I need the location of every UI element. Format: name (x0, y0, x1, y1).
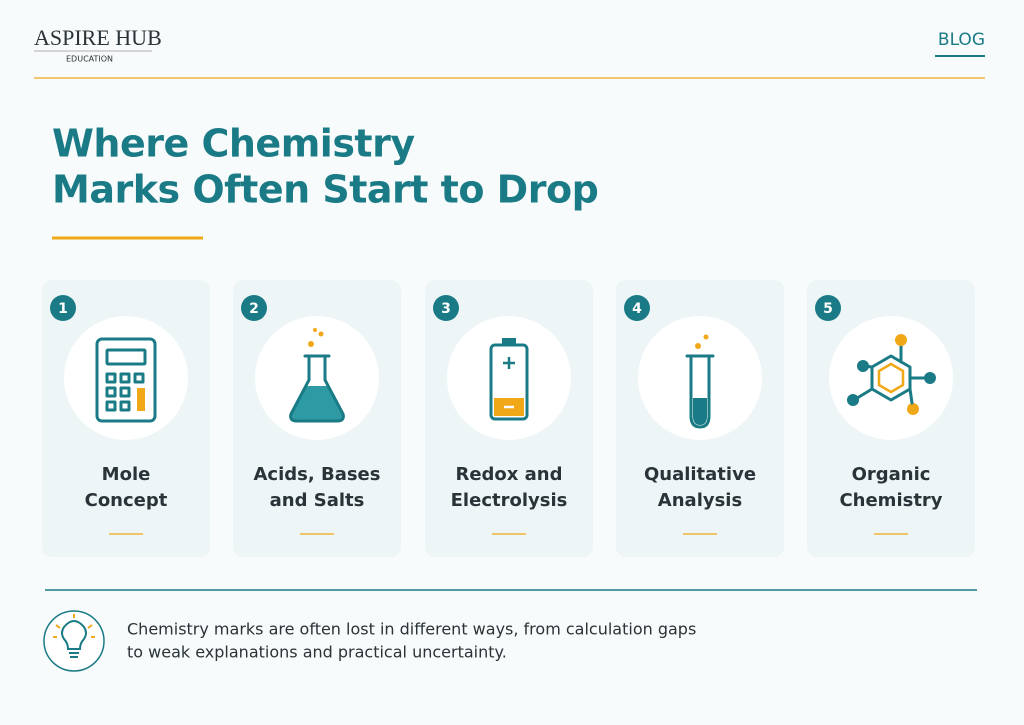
icon-circle (64, 316, 188, 440)
card-number: 2 (249, 301, 259, 317)
calculator-icon (95, 337, 157, 423)
number-badge (50, 295, 76, 321)
brand: ASPIRE HUB (34, 25, 162, 50)
number-badge (815, 295, 841, 321)
icon-circle (638, 316, 762, 440)
card-number: 4 (632, 301, 642, 317)
molecule-icon (847, 334, 936, 415)
card-label: Electrolysis (451, 490, 568, 511)
card-label: Acids, Bases (254, 464, 381, 485)
card-number: 5 (823, 301, 833, 317)
card-label: Redox and (455, 464, 562, 485)
card-label: Qualitative (644, 464, 756, 485)
title: Marks Often Start to Drop (52, 168, 598, 212)
card-number: 1 (58, 301, 68, 317)
card-label: Analysis (658, 490, 742, 511)
flask-icon (289, 328, 345, 423)
nav-link[interactable]: BLOG (938, 30, 985, 50)
battery-icon (489, 338, 529, 421)
test-tube-icon (685, 334, 715, 429)
card-label: Mole (102, 464, 151, 485)
number-badge (241, 295, 267, 321)
footer-text: to weak explanations and practical uncer… (127, 643, 507, 662)
card-label: Concept (85, 490, 168, 511)
footer-text: Chemistry marks are often lost in differ… (127, 620, 696, 639)
brand-tagline: EDUCATION (66, 55, 113, 64)
card-label: Organic (852, 464, 931, 485)
card-label: and Salts (270, 490, 365, 511)
lightbulb-icon (43, 610, 105, 672)
title: Where Chemistry (52, 122, 415, 166)
icon-circle (829, 316, 953, 440)
number-badge (624, 295, 650, 321)
card-label: Chemistry (839, 490, 942, 511)
icon-circle (447, 316, 571, 440)
number-badge (433, 295, 459, 321)
card-number: 3 (441, 301, 451, 317)
icon-circle (255, 316, 379, 440)
cards: 1 Mole Concept 2 Acids, Bases and Salts 3 Redox… (42, 280, 975, 557)
